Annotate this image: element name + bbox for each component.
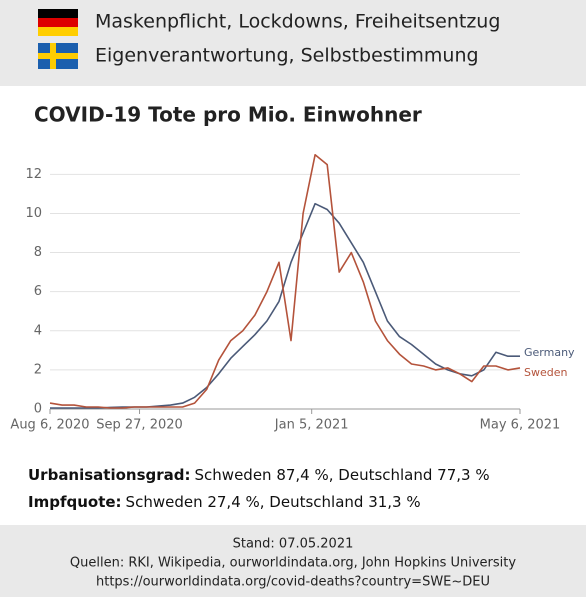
series-line [49,154,521,409]
flag-sweden [38,43,78,69]
x-tick-label: Jan 5, 2021 [274,418,349,433]
vaccination-text: Schweden 27,4 %, Deutschland 31,3 % [126,493,421,511]
header-sweden: Eigenverantwortung, Selbstbestimmung [95,45,479,67]
footer-bg [0,525,586,597]
chart-bg [0,86,586,525]
y-tick-label: 2 [34,362,42,377]
vaccination: Impfquote: Schweden 27,4 %, Deutschland 3… [28,493,421,511]
stand: Stand: 07.05.2021 [233,537,354,552]
header-germany: Maskenpflicht, Lockdowns, Freiheitsentzu… [95,11,500,33]
urbanisation-text: Schweden 87,4 %, Deutschland 77,3 % [195,466,490,484]
y-tick-label: 8 [34,245,42,260]
x-tick-label: Sep 27, 2020 [96,418,183,433]
header-bg [0,0,586,86]
url: https://ourworldindata.org/covid-deaths?… [96,575,490,590]
chart-title: COVID-19 Tote pro Mio. Einwohner [34,103,422,127]
flag-germany [38,9,78,36]
legend-label: Germany [524,346,575,359]
urbanisation-label: Urbanisationsgrad: [28,466,191,484]
vaccination-label: Impfquote: [28,493,122,511]
legend-label: Sweden [524,366,567,379]
y-tick-label: 10 [25,206,42,221]
sources: Quellen: RKI, Wikipedia, ourworldindata.… [70,556,516,571]
x-tick-label: May 6, 2021 [480,418,561,433]
y-tick-label: 4 [34,323,42,338]
y-tick-label: 12 [25,167,42,182]
urbanisation: Urbanisationsgrad: Schweden 87,4 %, Deuts… [28,466,490,484]
y-tick-label: 6 [34,284,42,299]
y-tick-label: 0 [34,402,42,417]
x-tick-label: Aug 6, 2020 [10,418,89,433]
